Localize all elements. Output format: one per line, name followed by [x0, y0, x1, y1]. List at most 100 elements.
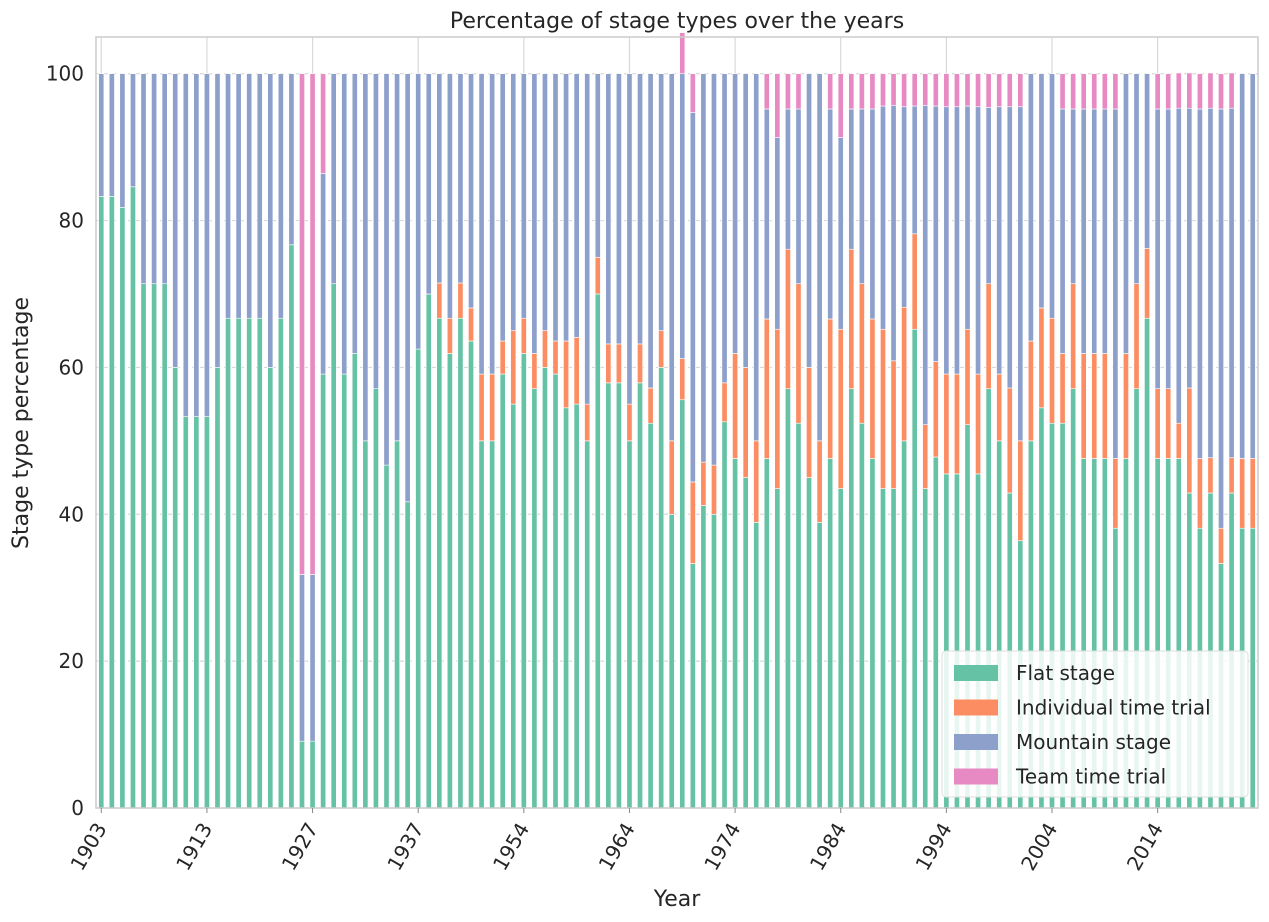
bar-mountain-stage-1989 [890, 104, 897, 362]
bar-individual-time-trial-2020 [1218, 527, 1224, 564]
bar-mountain-stage-1963 [615, 73, 622, 345]
bar-mountain-stage-1950 [478, 73, 485, 375]
bar-mountain-stage-1906 [130, 73, 136, 188]
bar-individual-time-trial-2004 [1049, 317, 1055, 424]
bar-individual-time-trial-1994 [943, 373, 950, 475]
bar-individual-time-trial-1991 [911, 233, 918, 330]
bar-mountain-stage-1954 [520, 73, 527, 319]
bar-individual-time-trial-2016 [1175, 422, 1182, 459]
bar-team-time-trial-2008 [1091, 73, 1098, 110]
bar-mountain-stage-1953 [510, 73, 517, 332]
bar-mountain-stage-1938 [425, 73, 432, 295]
bar-flat-stage-1936 [404, 501, 411, 809]
bar-flat-stage-1976 [753, 522, 760, 809]
bar-mountain-stage-1956 [542, 73, 548, 332]
bar-flat-stage-1957 [552, 373, 559, 809]
bar-flat-stage-1929 [330, 283, 337, 809]
bar-team-time-trial-1978 [774, 73, 781, 138]
bar-individual-time-trial-1955 [531, 353, 538, 390]
bar-mountain-stage-1997 [975, 106, 982, 375]
bar-flat-stage-1964 [626, 440, 633, 809]
bar-mountain-stage-2007 [1080, 108, 1087, 354]
bar-individual-time-trial-1972 [711, 464, 717, 515]
bar-individual-time-trial-1966 [647, 387, 654, 424]
bar-flat-stage-1907 [140, 283, 147, 809]
bar-flat-stage-1903 [98, 196, 105, 809]
bar-mountain-stage-1957 [552, 73, 559, 342]
bar-mountain-stage-1992 [922, 104, 929, 426]
bar-individual-time-trial-1997 [975, 373, 982, 475]
bar-mountain-stage-2020 [1218, 108, 1224, 529]
bar-team-time-trial-1969 [679, 32, 686, 75]
bar-flat-stage-1968 [668, 513, 675, 809]
bar-individual-time-trial-1976 [753, 440, 760, 523]
bar-mountain-stage-2008 [1091, 108, 1098, 354]
bar-individual-time-trial-2021 [1228, 457, 1235, 494]
bar-team-time-trial-1986 [858, 73, 865, 110]
bar-flat-stage-1919 [225, 317, 231, 809]
bar-team-time-trial-1979 [784, 73, 791, 110]
bar-mountain-stage-2003 [1038, 73, 1045, 309]
bar-mountain-stage-1993 [932, 105, 939, 362]
bar-mountain-stage-1936 [404, 73, 411, 503]
bar-individual-time-trial-2011 [1123, 353, 1129, 459]
bar-mountain-stage-1972 [711, 73, 717, 466]
bar-individual-time-trial-2005 [1059, 353, 1066, 424]
bar-individual-time-trial-1987 [869, 318, 876, 459]
y-tick-label: 100 [46, 62, 84, 86]
bar-flat-stage-1979 [784, 388, 791, 809]
bar-mountain-stage-1975 [742, 73, 749, 368]
bar-individual-time-trial-1979 [784, 248, 791, 390]
bar-flat-stage-1923 [267, 367, 274, 809]
bar-flat-stage-1947 [446, 353, 453, 809]
bar-flat-stage-1908 [151, 283, 158, 809]
bar-team-time-trial-1996 [964, 73, 971, 107]
legend-label-team-time-trial: Team time trial [1015, 765, 1166, 789]
bar-mountain-stage-1903 [98, 73, 105, 197]
bar-team-time-trial-2019 [1207, 72, 1214, 109]
bar-flat-stage-1963 [615, 382, 622, 809]
bar-mountain-stage-1960 [584, 73, 591, 405]
bar-team-time-trial-1989 [890, 73, 897, 106]
bar-individual-time-trial-2017 [1186, 387, 1193, 494]
bar-individual-time-trial-1971 [700, 461, 707, 506]
bar-individual-time-trial-2001 [1017, 440, 1024, 542]
bar-mountain-stage-2013 [1144, 73, 1151, 249]
bar-mountain-stage-2006 [1070, 108, 1077, 285]
bar-flat-stage-1954 [520, 353, 527, 809]
bar-mountain-stage-1968 [668, 73, 675, 442]
bar-team-time-trial-2016 [1175, 72, 1182, 109]
bar-mountain-stage-2017 [1186, 107, 1193, 389]
bar-flat-stage-1924 [277, 317, 284, 809]
bar-mountain-stage-2023 [1249, 73, 1256, 459]
bar-mountain-stage-1971 [700, 73, 707, 463]
bar-flat-stage-1982 [816, 522, 823, 809]
bar-mountain-stage-1999 [996, 106, 1003, 375]
bar-individual-time-trial-1964 [626, 403, 633, 442]
bar-individual-time-trial-2002 [1027, 340, 1034, 442]
bar-mountain-stage-1930 [341, 73, 348, 375]
bar-individual-time-trial-2008 [1091, 353, 1098, 459]
y-axis-label: Stage type percentage [9, 297, 34, 549]
bar-individual-time-trial-1939 [436, 282, 443, 319]
bar-individual-time-trial-1951 [489, 373, 496, 442]
bar-flat-stage-1938 [425, 293, 432, 809]
bar-mountain-stage-1974 [732, 73, 739, 354]
bar-mountain-stage-1964 [626, 73, 633, 405]
bar-individual-time-trial-1996 [964, 328, 971, 426]
bar-individual-time-trial-1967 [658, 330, 665, 368]
bar-mountain-stage-1951 [489, 73, 496, 375]
bar-mountain-stage-1991 [911, 105, 918, 235]
plot-frame [95, 36, 1259, 809]
bar-mountain-stage-1939 [436, 73, 443, 284]
bar-flat-stage-1972 [711, 513, 717, 809]
bar-flat-stage-1931 [351, 353, 358, 809]
bar-flat-stage-1911 [182, 416, 189, 809]
y-tick-label: 20 [59, 649, 84, 673]
bar-flat-stage-1933 [372, 388, 379, 809]
bar-mountain-stage-1959 [573, 73, 580, 338]
bar-individual-time-trial-1970 [689, 481, 696, 564]
bar-mountain-stage-1952 [499, 73, 506, 342]
bar-flat-stage-1991 [911, 328, 918, 809]
bar-flat-stage-1950 [478, 440, 485, 809]
